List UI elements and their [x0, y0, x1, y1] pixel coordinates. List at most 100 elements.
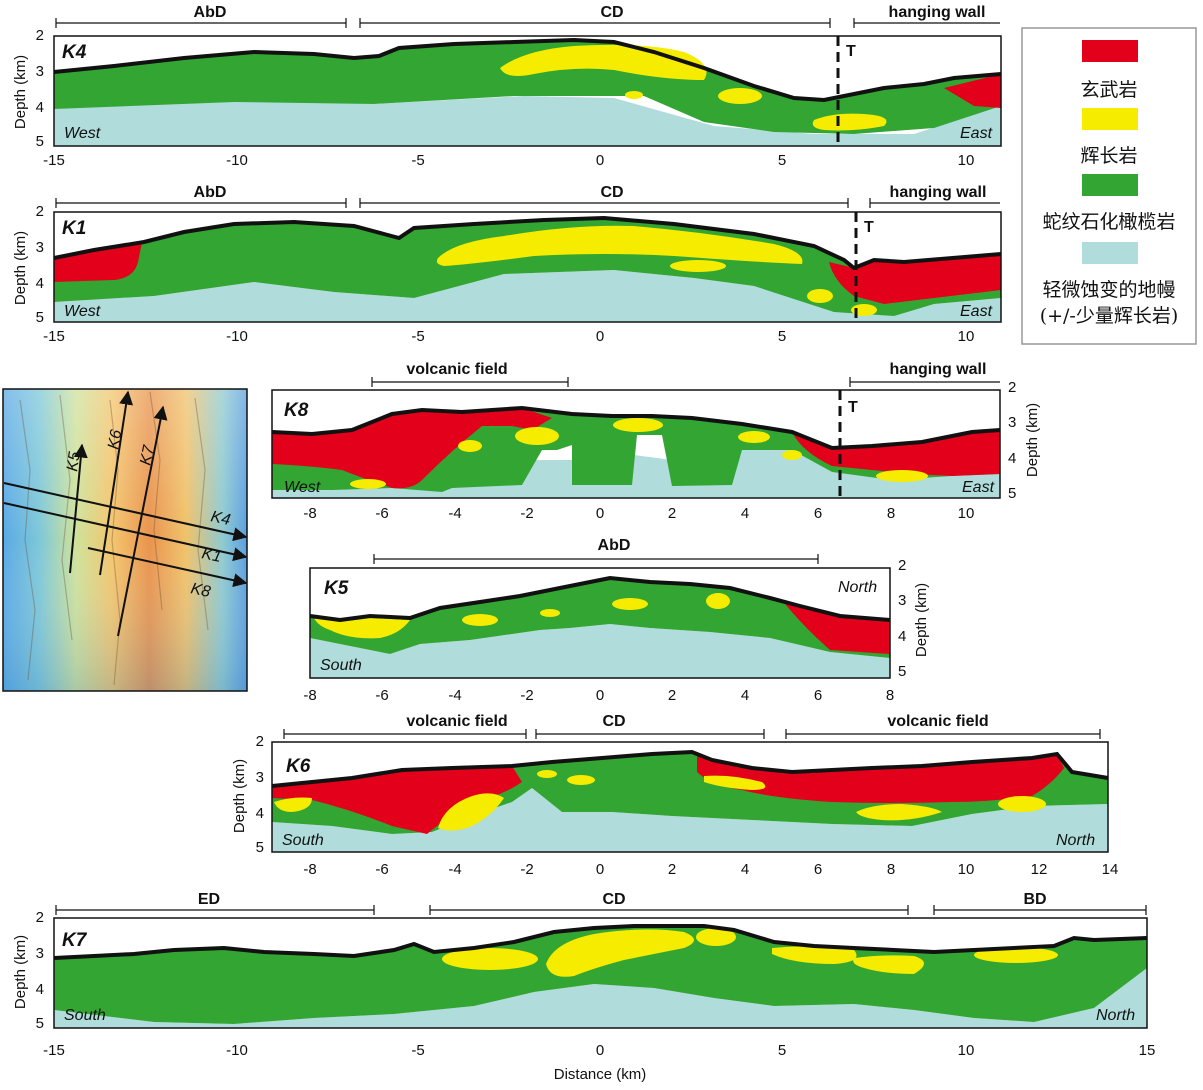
k4-panel-name: K4 — [62, 42, 87, 63]
k6-gabbro-body — [704, 775, 766, 790]
svg-text:10: 10 — [958, 1042, 975, 1059]
svg-text:2: 2 — [668, 505, 676, 522]
k7-zone-label: BD — [1023, 891, 1046, 908]
k1-zone-label: hanging wall — [890, 184, 987, 201]
svg-text:0: 0 — [596, 328, 604, 345]
k1-gabbro-body — [807, 289, 833, 303]
legend-swatch-basalt — [1082, 40, 1138, 62]
k1-seafloor-line — [53, 215, 1002, 271]
svg-text:4: 4 — [1008, 450, 1016, 467]
k6-depth-axis: 2 3 4 5 Depth (km) — [231, 733, 264, 856]
svg-text:5: 5 — [898, 663, 906, 680]
distance-axis-title: Distance (km) — [554, 1066, 647, 1083]
k1-zone-bars: AbD CD hanging wall — [55, 184, 1000, 208]
map-label-k7: K7 — [137, 443, 158, 467]
k5-mantle-layer — [310, 624, 890, 678]
k5-right-direction: North — [838, 579, 877, 596]
k4-gabbro-body — [718, 88, 762, 104]
svg-text:0: 0 — [596, 505, 604, 522]
panel-k4: T K4 West East — [53, 35, 1002, 147]
k1-fault-label: T — [864, 219, 874, 236]
svg-text:4: 4 — [256, 805, 264, 822]
svg-text:0: 0 — [596, 861, 604, 878]
k5-seafloor-line — [309, 575, 891, 623]
svg-text:12: 12 — [1031, 861, 1048, 878]
svg-text:-8: -8 — [303, 505, 316, 522]
k6-left-direction: South — [282, 832, 324, 849]
k4-zone-bars: AbD CD hanging wall — [55, 4, 1000, 28]
k5-gabbro-body — [314, 618, 410, 639]
k7-left-direction: South — [64, 1007, 106, 1024]
svg-text:Depth (km): Depth (km) — [231, 759, 248, 833]
svg-text:4: 4 — [898, 628, 906, 645]
k4-zone-label: CD — [600, 4, 623, 21]
svg-text:-6: -6 — [375, 687, 388, 704]
k7-right-direction: North — [1096, 1007, 1135, 1024]
k4-mantle-layer — [54, 96, 1001, 146]
svg-text:0: 0 — [596, 1042, 604, 1059]
panel-k5: K5 South North — [309, 567, 891, 679]
k1-distance-axis: -15 -10 -5 0 5 10 — [43, 328, 974, 345]
k5-zone-label: AbD — [598, 537, 631, 554]
svg-text:-10: -10 — [226, 1042, 248, 1059]
k8-left-direction: West — [284, 479, 321, 496]
panel-k7: K7 South North — [53, 917, 1148, 1029]
k7-gabbro-body — [442, 948, 538, 970]
legend-label-mantle: 轻微蚀变的地幔 — [1042, 279, 1175, 301]
svg-text:2: 2 — [1008, 379, 1016, 396]
svg-text:5: 5 — [1008, 485, 1016, 502]
svg-text:14: 14 — [1102, 861, 1119, 878]
svg-text:4: 4 — [741, 505, 749, 522]
k7-seafloor-line — [53, 924, 1148, 960]
map-profile-line-k1 — [3, 502, 248, 562]
k7-depth-axis: 2 3 4 5 Depth (km) — [12, 909, 44, 1032]
svg-text:-2: -2 — [520, 861, 533, 878]
k6-basalt-body — [697, 754, 1064, 803]
k7-zone-label: CD — [602, 891, 625, 908]
svg-text:-15: -15 — [43, 152, 65, 169]
svg-text:-2: -2 — [520, 505, 533, 522]
svg-text:3: 3 — [1008, 414, 1016, 431]
legend-swatch-serpentinite — [1082, 174, 1138, 196]
svg-text:8: 8 — [887, 861, 895, 878]
legend-swatch-mantle — [1082, 242, 1138, 264]
k1-panel-name: K1 — [62, 218, 86, 239]
k5-gabbro-body — [706, 593, 730, 609]
svg-text:3: 3 — [36, 945, 44, 962]
k8-seafloor-line — [271, 405, 1001, 451]
svg-text:3: 3 — [36, 239, 44, 256]
svg-text:2: 2 — [36, 909, 44, 926]
svg-text:-4: -4 — [448, 861, 461, 878]
k1-zone-label: CD — [600, 184, 623, 201]
svg-text:-6: -6 — [375, 505, 388, 522]
svg-text:8: 8 — [887, 505, 895, 522]
svg-text:Depth (km): Depth (km) — [12, 231, 29, 305]
k5-depth-axis: 2 3 4 5 Depth (km) — [898, 557, 930, 680]
k7-zone-label: ED — [198, 891, 220, 908]
svg-text:-6: -6 — [375, 861, 388, 878]
svg-text:5: 5 — [36, 1015, 44, 1032]
k8-fault-label: T — [848, 399, 858, 416]
svg-text:-2: -2 — [520, 687, 533, 704]
svg-text:-15: -15 — [43, 1042, 65, 1059]
svg-text:0: 0 — [596, 687, 604, 704]
k5-gabbro-body — [462, 614, 498, 626]
legend-label-basalt: 玄武岩 — [1080, 79, 1137, 101]
map-label-k1: K1 — [200, 545, 223, 566]
svg-text:4: 4 — [36, 981, 44, 998]
svg-text:-5: -5 — [411, 152, 424, 169]
svg-text:4: 4 — [36, 275, 44, 292]
svg-text:5: 5 — [256, 839, 264, 856]
map-profile-line-k5 — [69, 443, 88, 574]
k8-panel-name: K8 — [284, 400, 309, 421]
map-label-k5: K5 — [64, 451, 84, 473]
k4-basalt-body — [944, 74, 1001, 108]
k6-distance-axis: -8 -6 -4 -2 0 2 4 6 8 10 12 14 — [303, 861, 1118, 878]
map-profile-line-k6 — [99, 390, 134, 576]
svg-text:-15: -15 — [43, 328, 65, 345]
k8-basalt-body — [462, 408, 552, 430]
svg-text:-4: -4 — [448, 687, 461, 704]
k5-zone-bars: AbD — [373, 537, 819, 564]
svg-text:4: 4 — [741, 861, 749, 878]
